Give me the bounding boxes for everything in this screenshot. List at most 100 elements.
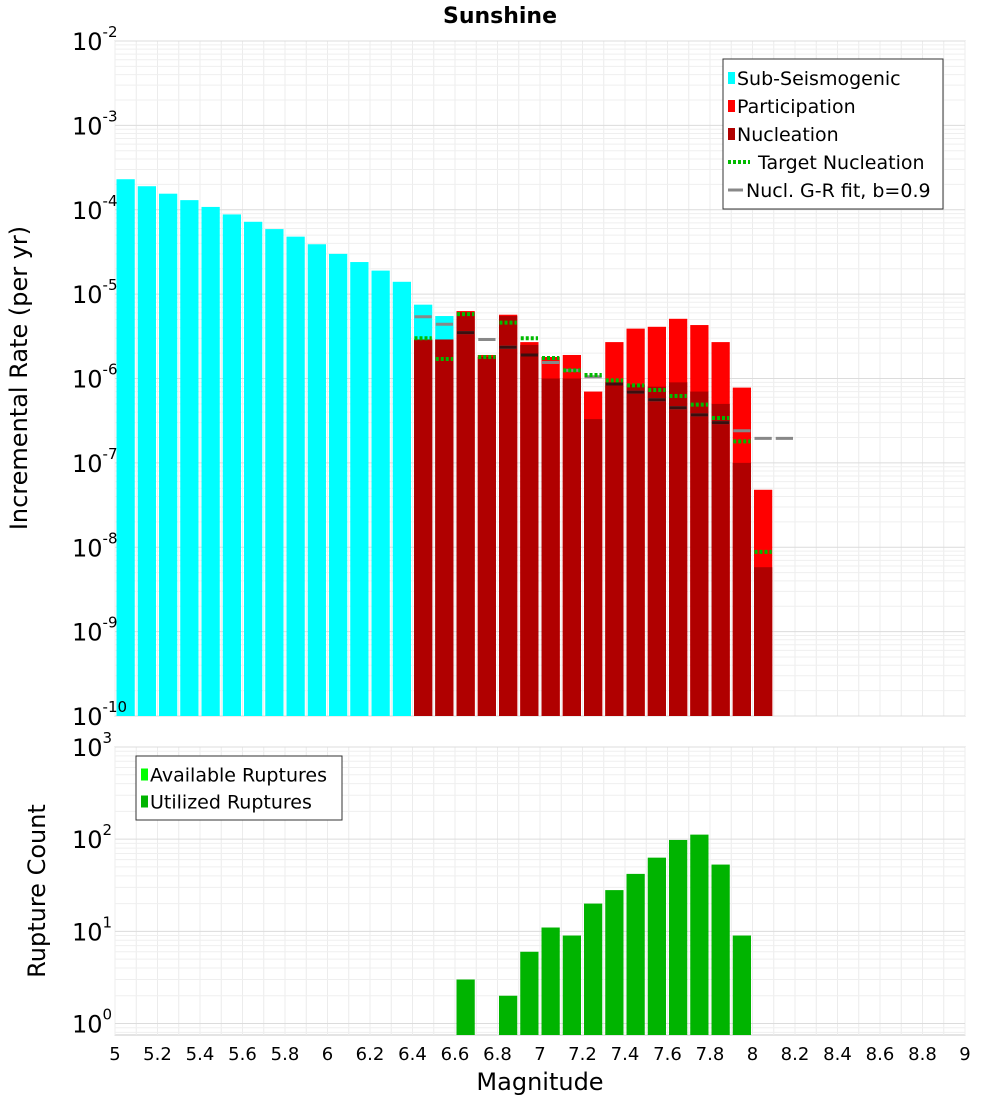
- x-axis-ticks: 5 5.2 5.4 5.6 5.8 6 6.2 6.4 6.6 6.8 7 7.2 7.4 7.6 7.8 8…: [109, 1044, 970, 1065]
- legend-swatch: [141, 795, 148, 808]
- x-tick-label: 7.4: [611, 1044, 640, 1065]
- nucleation-bar: [499, 316, 518, 716]
- nucleation-bar: [754, 567, 773, 716]
- nucleation-bar: [562, 378, 581, 716]
- legend-swatch: [728, 128, 735, 140]
- rate-legend: Sub-Seismogenic Participation Nucleation Ta…: [722, 58, 944, 210]
- legend-label: Available Ruptures: [150, 765, 327, 787]
- count-plot: 100 101 102 103 Rupture Count Available Rup…: [23, 729, 971, 1096]
- x-tick-label: 8: [747, 1044, 758, 1065]
- utilized-ruptures-bar: [669, 839, 688, 1035]
- legend-swatch: [728, 72, 735, 84]
- utilized-ruptures-bar: [499, 995, 518, 1035]
- utilized-ruptures-bar: [690, 834, 709, 1035]
- y-tick-label: 10-6: [72, 361, 118, 394]
- count-plot-y-ticks: 100 101 102 103: [72, 729, 112, 1038]
- legend-swatch: [141, 768, 148, 781]
- y-tick-label: 10-4: [72, 192, 118, 225]
- x-tick-label: 6.2: [356, 1044, 385, 1065]
- x-tick-label: 9: [959, 1044, 970, 1065]
- x-tick-label: 7.8: [696, 1044, 725, 1065]
- nucleation-bar: [435, 339, 454, 716]
- utilized-ruptures-bar: [626, 873, 645, 1035]
- y-tick-label: 102: [72, 821, 112, 854]
- y-tick-label: 10-5: [72, 276, 118, 309]
- nucleation-bar: [732, 462, 751, 716]
- legend-label: Sub-Seismogenic: [737, 68, 901, 90]
- utilized-ruptures-bar: [711, 864, 730, 1035]
- sub-seismogenic-bar: [307, 244, 326, 717]
- x-tick-label: 8.4: [823, 1044, 852, 1065]
- sub-seismogenic-bar: [222, 214, 241, 717]
- utilized-ruptures-bar: [541, 927, 560, 1035]
- x-tick-label: 8.6: [866, 1044, 895, 1065]
- x-tick-label: 5.6: [228, 1044, 257, 1065]
- sub-seismogenic-bar: [159, 193, 178, 716]
- y-tick-label: 10-10: [72, 698, 127, 731]
- count-y-axis-title: Rupture Count: [23, 804, 51, 978]
- legend-box: [722, 58, 944, 210]
- utilized-ruptures-bar: [520, 951, 539, 1035]
- y-tick-label: 10-9: [72, 614, 118, 647]
- sub-seismogenic-bar: [286, 236, 305, 716]
- x-tick-label: 5: [109, 1044, 120, 1065]
- utilized-ruptures-bar: [647, 857, 666, 1035]
- sub-seismogenic-bar: [244, 221, 263, 716]
- x-tick-label: 6.8: [483, 1044, 512, 1065]
- sub-seismogenic-bar: [329, 253, 348, 716]
- utilized-ruptures-bar: [605, 890, 624, 1035]
- count-plot-bars: [456, 834, 751, 1035]
- sub-seismogenic-bar: [371, 270, 390, 716]
- nucleation-bar: [520, 344, 539, 716]
- legend-label: Nucleation: [737, 124, 839, 146]
- nucleation-bar: [541, 378, 560, 716]
- utilized-ruptures-bar: [456, 979, 475, 1035]
- utilized-ruptures-bar: [562, 935, 581, 1035]
- rate-plot-y-ticks: 10-10 10-9 10-8 10-7 10-6 10-5 10-4 10-3 10-2: [72, 23, 127, 731]
- nucleation-bar: [477, 356, 496, 716]
- nucleation-bar: [456, 312, 475, 716]
- rate-plot-bars: [116, 179, 773, 717]
- legend-label: Nucl. G-R fit, b=0.9: [746, 180, 931, 202]
- nucleation-bar: [711, 403, 730, 716]
- x-tick-label: 7.6: [653, 1044, 682, 1065]
- x-tick-label: 8.8: [908, 1044, 937, 1065]
- x-tick-label: 7.2: [568, 1044, 597, 1065]
- legend-swatch: [728, 100, 735, 112]
- x-tick-label: 8.2: [781, 1044, 810, 1065]
- chart-title: Sunshine: [443, 4, 557, 29]
- y-tick-label: 10-2: [72, 23, 118, 56]
- rate-plot-lines: [414, 312, 793, 554]
- nucleation-bar: [626, 384, 645, 716]
- x-tick-label: 5.2: [143, 1044, 172, 1065]
- nucleation-bar: [414, 339, 433, 716]
- nucleation-bar: [647, 386, 666, 716]
- count-legend: Available Ruptures Utilized Ruptures: [135, 755, 343, 821]
- y-tick-label: 10-3: [72, 107, 118, 140]
- x-tick-label: 5.8: [271, 1044, 300, 1065]
- y-tick-label: 10-7: [72, 445, 118, 478]
- sub-seismogenic-bar: [350, 262, 369, 716]
- nucleation-bar: [669, 382, 688, 716]
- nucleation-bar: [605, 382, 624, 716]
- legend-box: [135, 755, 343, 821]
- legend-label: Target Nucleation: [757, 152, 925, 174]
- sub-seismogenic-bar: [392, 281, 411, 716]
- y-tick-label: 100: [72, 1005, 112, 1038]
- sub-seismogenic-bar: [201, 206, 220, 716]
- sub-seismogenic-bar: [137, 186, 156, 716]
- legend-label: Utilized Ruptures: [150, 792, 312, 814]
- legend-label: Participation: [737, 96, 856, 118]
- sub-seismogenic-bar: [116, 179, 135, 716]
- x-tick-label: 7: [534, 1044, 545, 1065]
- nucleation-bar: [690, 391, 709, 716]
- y-tick-label: 10-8: [72, 529, 118, 562]
- rate-plot: 10-10 10-9 10-8 10-7 10-6 10-5 10-4 10-3 10-2 In…: [5, 23, 966, 731]
- sub-seismogenic-bar: [180, 200, 199, 716]
- y-tick-label: 103: [72, 729, 112, 762]
- x-axis-title: Magnitude: [476, 1068, 603, 1096]
- x-tick-label: 5.4: [186, 1044, 215, 1065]
- nucleation-bar: [584, 419, 603, 716]
- y-tick-label: 101: [72, 913, 112, 946]
